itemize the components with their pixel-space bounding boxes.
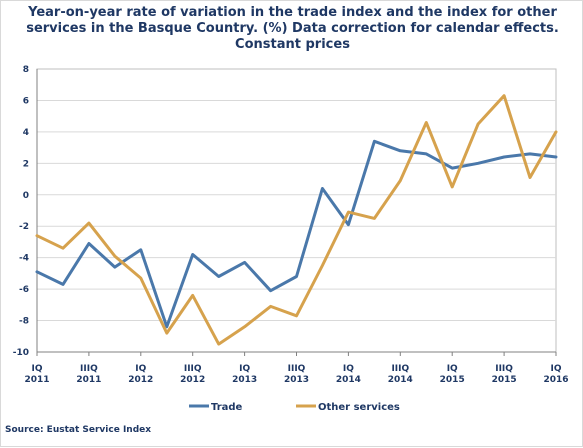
x-tick-label: IQ 2013 xyxy=(232,364,257,385)
x-tick-label: IQ 2016 xyxy=(543,364,568,385)
grid-lines xyxy=(37,99,556,322)
y-tick-label: 6 xyxy=(23,96,29,106)
x-tick-label: IIIQ 2012 xyxy=(180,364,205,385)
y-tick-label: 4 xyxy=(23,128,29,138)
x-tick-label: IIIQ 2011 xyxy=(76,364,101,385)
x-tick-label: IQ 2014 xyxy=(336,364,361,385)
legend-label: Trade xyxy=(211,402,243,413)
y-tick-label: -6 xyxy=(19,285,29,295)
legend-label: Other services xyxy=(318,402,400,413)
x-tick-label: IIIQ 2014 xyxy=(388,364,413,385)
series-line-trade xyxy=(35,139,558,329)
y-tick-label: 0 xyxy=(23,191,29,201)
y-tick-label: -10 xyxy=(13,348,29,358)
legend-item: Other services xyxy=(296,402,400,413)
y-tick-label: -8 xyxy=(19,317,29,327)
x-tick-label: IIIQ 2013 xyxy=(284,364,309,385)
y-tick-label: -4 xyxy=(19,254,29,264)
y-tick-label: 2 xyxy=(23,159,29,169)
y-tick-label: 8 xyxy=(23,65,29,75)
x-tick-label: IIIQ 2015 xyxy=(492,364,517,385)
x-tick-label: IQ 2011 xyxy=(24,364,49,385)
plot-area xyxy=(36,68,557,353)
source-note: Source: Eustat Service Index xyxy=(5,425,152,435)
x-tick-label: IQ 2012 xyxy=(128,364,153,385)
series-lines xyxy=(35,94,558,346)
legend: Trade Other services xyxy=(189,402,400,413)
y-tick-label: -2 xyxy=(19,222,29,232)
x-tick-label: IQ 2015 xyxy=(440,364,465,385)
axes: -10 -8 -6 -4 -2 0 2 4 6 8 IQ 2011 IIIQ 2011 IQ 2012 IIIQ… xyxy=(13,65,569,385)
legend-item: Trade xyxy=(189,402,243,413)
chart-title: Year-on-year rate of variation in the tr… xyxy=(26,5,559,52)
series-line-other-services xyxy=(35,94,558,346)
